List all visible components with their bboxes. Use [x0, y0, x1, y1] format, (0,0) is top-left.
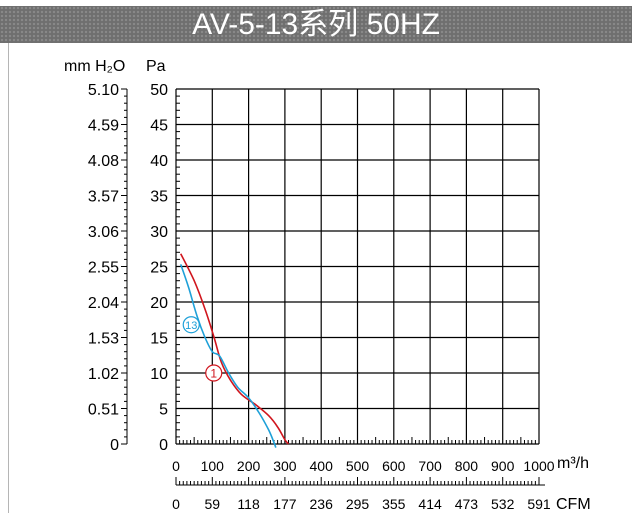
y-tick-label: 30: [150, 224, 168, 241]
y-left-tick-label: 3.06: [88, 224, 119, 241]
plot-grid: [175, 88, 540, 445]
y-tick-label: 15: [150, 331, 168, 348]
y-tick-label: 50: [150, 82, 168, 99]
y-left-tick-label: 2.55: [88, 260, 119, 277]
y-tick-label: 25: [150, 260, 168, 277]
x2-tick-label: 118: [237, 496, 260, 512]
x2-tick-label: 0: [172, 496, 180, 512]
x-tick-label: 700: [418, 458, 442, 474]
y-left-tick-label: 4.59: [88, 118, 119, 135]
y-right-unit-label: Pa: [146, 58, 166, 75]
y-left-unit-label: mm H₂O: [64, 58, 125, 75]
y-left-tick-label: 1.02: [88, 366, 119, 383]
series-marker-13: [182, 316, 200, 334]
series-marker-1: [205, 364, 223, 382]
y-right-axis: 0 5 10 15 20 25 30 35 40 45 50: [150, 82, 168, 454]
series-markers: 1 13: [182, 316, 223, 382]
y-left-axis: 0 0.51 1.02 1.53 2.04 2.55 3.06 3.57 4.08 4.59 5.1…: [88, 82, 128, 454]
y-left-tick-label: 1.53: [88, 331, 119, 348]
x-tick-label: 200: [237, 458, 261, 474]
x2-tick-label: 473: [455, 496, 479, 512]
y-left-tick-label: 5.10: [88, 82, 119, 99]
x-tick-label: 500: [346, 458, 370, 474]
x-axis: 0 100 200 300 400 500 600 700 800 900 1000 m³/h: [172, 455, 589, 474]
x-unit-label: m³/h: [557, 455, 589, 472]
x2-tick-label: 236: [310, 496, 334, 512]
chart-title: AV-5-13系列 50HZ: [0, 6, 632, 43]
y-left-tick-label: 0.51: [88, 402, 119, 419]
y-tick-label: 20: [150, 295, 168, 312]
x-tick-label: 900: [491, 458, 515, 474]
y-left-tick-label: 2.04: [88, 295, 119, 312]
y-left-tick-label: 3.57: [88, 189, 119, 206]
x2-tick-label: 414: [418, 496, 442, 512]
left-border: [8, 43, 9, 513]
series-line-1: [179, 253, 290, 445]
x2-tick-label: 177: [273, 496, 297, 512]
x-tick-label: 1000: [523, 458, 554, 474]
x2-unit-label: CFM: [556, 496, 591, 513]
series-label-13: 13: [185, 320, 197, 332]
x-tick-label: 600: [382, 458, 406, 474]
y-tick-label: 10: [150, 366, 168, 383]
y-tick-label: 40: [150, 153, 168, 170]
series-label-1: 1: [210, 367, 217, 381]
x2-tick-label: 295: [346, 496, 370, 512]
y-left-tick-label: 0: [110, 437, 119, 454]
x-tick-label: 300: [273, 458, 297, 474]
x-tick-label: 0: [172, 458, 180, 474]
x2-tick-label: 591: [527, 496, 551, 512]
x-tick-label: 800: [455, 458, 479, 474]
y-tick-label: 35: [150, 189, 168, 206]
x2-tick-label: 355: [382, 496, 406, 512]
series-group: [179, 253, 290, 448]
y-tick-label: 5: [159, 402, 168, 419]
x-tick-label: 400: [310, 458, 334, 474]
y-tick-label: 0: [159, 437, 168, 454]
x2-tick-label: 532: [491, 496, 515, 512]
y-tick-label: 45: [150, 118, 168, 135]
x-tick-label: 100: [201, 458, 225, 474]
x2-tick-label: 59: [205, 496, 221, 512]
y-left-tick-label: 4.08: [88, 153, 119, 170]
series-line-13: [179, 264, 277, 448]
x2-axis: 0 59 118 177 236 295 355 414 473 532 591 CFM: [172, 477, 591, 513]
